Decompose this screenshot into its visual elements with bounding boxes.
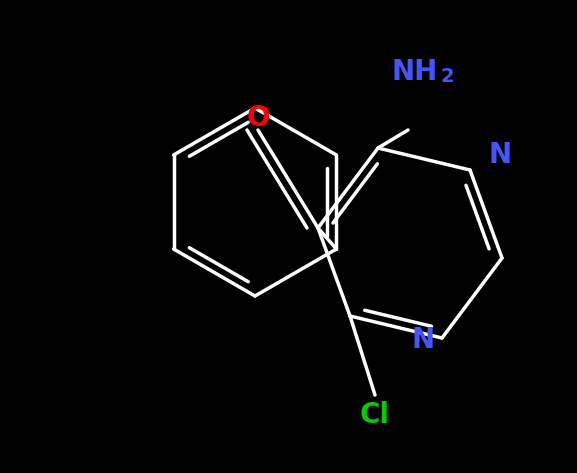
Text: N: N [489, 141, 512, 169]
Text: 2: 2 [441, 68, 455, 87]
Text: NH: NH [392, 58, 438, 86]
Text: O: O [246, 104, 270, 132]
Text: N: N [411, 326, 434, 354]
Text: Cl: Cl [360, 401, 390, 429]
